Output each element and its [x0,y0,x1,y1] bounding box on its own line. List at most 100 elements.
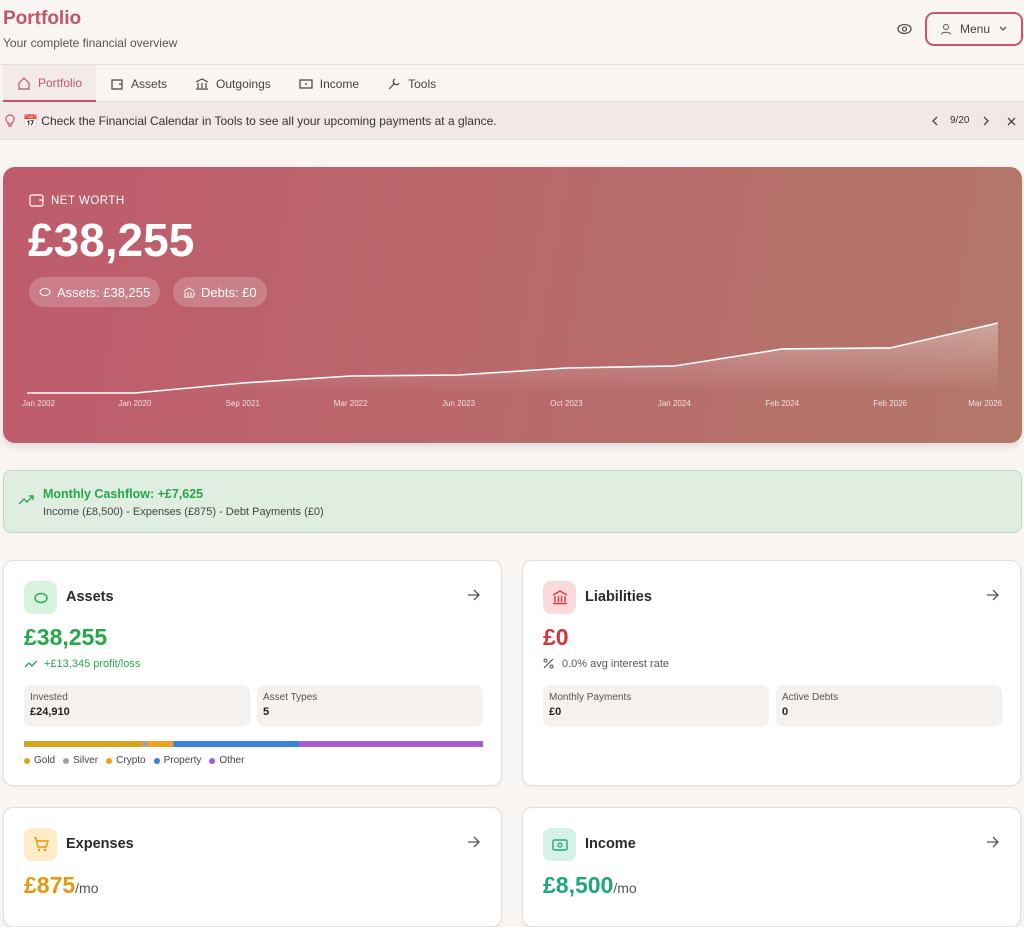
tab-icon [299,78,313,89]
menu-button[interactable]: Menu [925,12,1023,46]
card-arrow[interactable] [467,836,481,848]
tab-icon [388,77,400,89]
card-title: Income [585,836,636,852]
allocation-bar [24,741,483,747]
tab-bar: Portfolio Assets Outgoings Income Tools [0,64,1024,102]
tab[interactable]: Tools [373,65,450,102]
card-rate: 0.0% avg interest rate [562,658,670,670]
cashflow-box: Monthly Cashflow: +£7,625 Income (£8,500… [3,470,1022,533]
percent-icon [543,658,554,669]
income-card[interactable]: Income £8,500/mo [522,807,1021,927]
legend-item: Other [209,755,244,766]
trend-icon [18,495,34,505]
legend-item: Crypto [106,755,146,766]
expenses-icon [24,828,57,861]
stat-box: Invested £24,910 [24,685,250,727]
card-value: £0 [543,624,569,650]
legend-dot [209,757,216,764]
card-value: £38,255 [24,624,108,650]
stat-label: Active Debts [782,692,839,703]
assets-pill-text: Assets: £38,255 [57,284,151,300]
tip-text: 📅 Check the Financial Calendar in Tools … [23,113,497,128]
tab[interactable]: Assets [96,65,181,102]
tip-next[interactable] [982,116,990,126]
assets-icon [24,581,57,614]
piggy-icon [39,288,51,296]
card-value: £8,500 [543,872,614,898]
chevron [999,26,1007,31]
income-icon [543,828,576,861]
legend-dot [153,757,160,764]
card-value: £875 [24,872,76,898]
page-subtitle: Your complete financial overview [3,36,178,50]
privacy-toggle[interactable] [897,23,912,35]
legend-label: Crypto [116,755,146,766]
x-tick-label: Feb 2024 [765,399,799,408]
tab-label: Assets [131,76,168,91]
liabilities-card[interactable]: Liabilities £0 0.0% avg interest rate Mo… [522,560,1021,786]
tab[interactable]: Income [285,65,373,102]
stat-value: £24,910 [30,706,70,718]
tip-banner: 📅 Check the Financial Calendar in Tools … [0,102,1024,140]
tab-icon [111,78,123,90]
net-worth-chart: Jan 2002 Jan 2020 Sep 2021 Mar 2022 Jun 2023… [22,322,1003,408]
stat-box: Active Debts 0 [776,685,1002,727]
debts-pill: Debts: £0 [173,277,267,307]
tab-label: Income [319,76,360,91]
tab-icon [195,77,209,90]
wallet-icon [29,194,44,207]
card-unit: /mo [613,880,637,896]
net-worth-value: £38,255 [28,214,195,266]
liabilities-icon [543,581,576,614]
tip-close[interactable] [1007,117,1016,126]
stat-box: Monthly Payments £0 [543,685,769,727]
x-tick-label: Jan 2020 [118,399,151,408]
debts-pill-text: Debts: £0 [201,284,257,300]
allocation-legend: Gold Silver Crypto Property Other [24,755,244,766]
chart-area [27,323,998,393]
x-tick-label: Sep 2021 [226,399,261,408]
icon-path [388,77,400,89]
stat-value: 0 [782,706,789,718]
tip-prev[interactable] [931,116,939,126]
expenses-card[interactable]: Expenses £875/mo [3,807,502,927]
legend-item: Silver [63,755,98,766]
card-arrow[interactable] [986,836,1000,848]
icon-path [111,78,123,90]
stat-label: Invested [30,692,68,703]
card-arrow[interactable] [467,589,481,601]
tip-icon [5,113,15,127]
tab[interactable]: Outgoings [181,65,285,102]
stat-value: 5 [263,706,270,718]
card-title: Assets [66,589,114,605]
net-worth-label: NET WORTH [51,195,125,207]
card-arrow[interactable] [986,589,1000,601]
assets-card[interactable]: Assets £38,255 +£13,345 profit/loss Inve… [3,560,502,786]
bank-icon [183,286,195,297]
chart-line [27,322,999,394]
x-tick-label: Mar 2026 [968,399,1002,408]
x-tick-label: Oct 2023 [550,399,583,408]
page-title: Portfolio [3,8,82,29]
net-worth-card: NET WORTH £38,255 Assets: £38,255 Debts:… [3,167,1022,443]
x-tick-label: Jun 2023 [442,399,475,408]
card-title: Liabilities [585,589,652,605]
allocation-segment [147,741,174,747]
trend-icon [24,660,38,668]
tab-label: Tools [408,76,437,91]
page: {"header":{"title":"Portfolio","subtitle… [0,8,1024,927]
cashflow-detail: Income (£8,500) - Expenses (£875) - Debt… [43,506,324,518]
card-title: Expenses [66,836,134,852]
menu-label: Menu [959,22,991,36]
legend-label: Gold [34,755,56,766]
allocation-segment [143,741,148,747]
icon-path [18,76,30,90]
legend-label: Silver [73,755,99,766]
legend-label: Property [163,755,202,766]
legend-item: Gold [24,755,55,766]
tab[interactable]: Portfolio [3,65,97,102]
allocation-segment [24,741,144,747]
icon-path [195,77,209,90]
x-tick-label: Feb 2026 [873,399,907,408]
user-icon [940,24,951,35]
